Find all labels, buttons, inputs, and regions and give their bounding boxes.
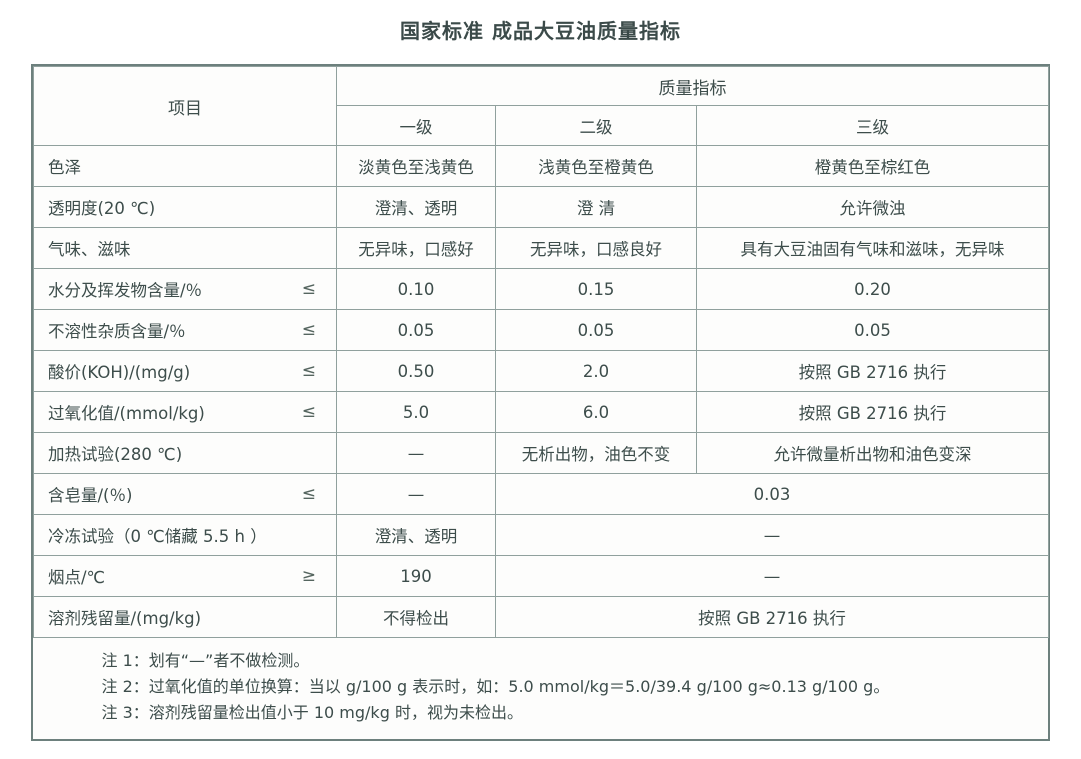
table-row: 烟点/℃ ≥190— bbox=[33, 555, 1049, 597]
table-row: 色泽 淡黄色至浅黄色 浅黄色至橙黄色 橙黄色至棕红色 bbox=[33, 145, 1049, 187]
header-row-grades: 一级 二级 三级 bbox=[34, 105, 1049, 146]
row-value-grade-1: — bbox=[336, 432, 496, 474]
row-value-grade-3: 橙黄色至棕红色 bbox=[696, 145, 1049, 187]
row-value-grade-2-3-merged: — bbox=[495, 555, 1049, 597]
row-value-grade-1: 不得检出 bbox=[336, 596, 496, 638]
row-item-cell: 不溶性杂质含量/％ ≤ bbox=[33, 309, 337, 351]
row-item-cell: 烟点/℃ ≥ bbox=[33, 555, 337, 597]
row-item-label: 气味、滋味 bbox=[48, 240, 131, 259]
row-value-grade-2: 无异味，口感良好 bbox=[495, 227, 697, 269]
row-value-grade-3: 允许微浊 bbox=[696, 186, 1049, 228]
row-operator: ≤ bbox=[301, 402, 316, 422]
note-1: 注 1：划有“—”者不做检测。 bbox=[101, 651, 310, 670]
notes-list: 注 1：划有“—”者不做检测。注 2：过氧化值的单位换算：当以 g/100 g … bbox=[34, 638, 1049, 739]
table-row: 透明度(20 ℃) 澄清、透明澄 清允许微浊 bbox=[33, 186, 1049, 228]
row-operator: ≤ bbox=[301, 279, 316, 299]
header-grade-2: 二级 bbox=[495, 105, 697, 146]
row-item-label: 溶剂残留量/(mg/kg) bbox=[48, 609, 202, 628]
header-grade-1: 一级 bbox=[336, 105, 496, 146]
row-value-grade-1: 0.10 bbox=[336, 268, 496, 310]
row-item-label: 不溶性杂质含量/％ bbox=[48, 322, 186, 341]
row-item-cell: 冷冻试验（0 ℃储藏 5.5 h ） bbox=[33, 514, 337, 556]
row-item-cell: 色泽 bbox=[33, 145, 337, 187]
table-header: 项目 质量指标 一级 二级 三级 bbox=[33, 66, 1049, 146]
row-value-grade-3: 允许微量析出物和油色变深 bbox=[696, 432, 1049, 474]
row-item-label: 酸价(KOH)/(mg/g) bbox=[48, 363, 191, 382]
row-value-grade-1: 5.0 bbox=[336, 391, 496, 433]
table-body: 色泽 淡黄色至浅黄色 浅黄色至橙黄色 橙黄色至棕红色 透明度(20 ℃) 澄清、透明澄 清… bbox=[33, 145, 1049, 638]
header-grade-3: 三级 bbox=[696, 105, 1049, 146]
row-item-cell: 透明度(20 ℃) bbox=[33, 186, 337, 228]
table-row: 过氧化值/(mmol/kg) ≤5.0 6.0 按照 GB 2716 执行 bbox=[33, 391, 1049, 433]
table-footnotes: 注 1：划有“—”者不做检测。注 2：过氧化值的单位换算：当以 g/100 g … bbox=[33, 636, 1049, 739]
table-row: 溶剂残留量/(mg/kg) 不得检出 按照 GB 2716 执行 bbox=[33, 596, 1049, 638]
row-value-grade-2-3-merged: 0.03 bbox=[495, 473, 1049, 515]
row-item-label: 冷冻试验（0 ℃储藏 5.5 h ） bbox=[48, 527, 267, 546]
row-item-cell: 水分及挥发物含量/％ ≤ bbox=[33, 268, 337, 310]
row-item-label: 色泽 bbox=[48, 158, 81, 177]
quality-table-container: 项目 质量指标 一级 二级 三级 色泽 淡黄色至浅黄色 浅黄色至橙黄色 橙黄色至棕红色… bbox=[31, 64, 1050, 741]
page-title: 国家标准 成品大豆油质量指标 bbox=[400, 19, 681, 43]
row-value-grade-1: 无异味，口感好 bbox=[336, 227, 496, 269]
table-row: 不溶性杂质含量/％ ≤0.05 0.05 0.05 bbox=[33, 309, 1049, 351]
row-operator: ≤ bbox=[301, 320, 316, 340]
note-3: 注 3：溶剂残留量检出值小于 10 mg/kg 时，视为未检出。 bbox=[101, 702, 523, 722]
row-value-grade-3: 具有大豆油固有气味和滋味，无异味 bbox=[696, 227, 1049, 269]
table-row: 气味、滋味 无异味，口感好 无异味，口感良好 具有大豆油固有气味和滋味，无异味 bbox=[33, 227, 1049, 269]
row-item-label: 过氧化值/(mmol/kg) bbox=[48, 404, 205, 423]
table-row: 含皂量/(％) ≤ —0.03 bbox=[33, 473, 1049, 515]
row-value-grade-1: 淡黄色至浅黄色 bbox=[336, 145, 496, 187]
row-value-grade-1: 澄清、透明 bbox=[336, 514, 496, 556]
row-operator: ≥ bbox=[301, 566, 316, 586]
table-row: 冷冻试验（0 ℃储藏 5.5 h ） 澄清、透明 — bbox=[33, 514, 1049, 556]
row-value-grade-3: 0.20 bbox=[696, 268, 1049, 310]
row-item-cell: 气味、滋味 bbox=[33, 227, 337, 269]
row-value-grade-2: 0.05 bbox=[495, 309, 697, 351]
row-item-cell: 溶剂残留量/(mg/kg) bbox=[33, 596, 337, 638]
row-value-grade-2: 6.0 bbox=[495, 391, 697, 433]
row-value-grade-1: 澄清、透明 bbox=[336, 186, 496, 228]
row-value-grade-2-3-merged: — bbox=[495, 514, 1049, 556]
footnotes-row: 注 1：划有“—”者不做检测。注 2：过氧化值的单位换算：当以 g/100 g … bbox=[33, 636, 1049, 739]
row-value-grade-2: 无析出物，油色不变 bbox=[495, 432, 697, 474]
row-operator: ≤ bbox=[301, 484, 316, 504]
row-item-label: 烟点/℃ bbox=[48, 568, 106, 587]
row-value-grade-3: 按照 GB 2716 执行 bbox=[696, 350, 1049, 392]
row-value-grade-1: 190 bbox=[336, 555, 496, 597]
row-value-grade-2: 澄 清 bbox=[495, 186, 697, 228]
table-row: 加热试验(280 ℃) — 无析出物，油色不变 允许微量析出物和油色变深 bbox=[33, 432, 1049, 474]
row-value-grade-1: — bbox=[336, 473, 496, 515]
row-value-grade-3: 0.05 bbox=[696, 309, 1049, 351]
row-item-label: 加热试验(280 ℃) bbox=[48, 445, 183, 464]
row-operator: ≤ bbox=[301, 361, 316, 381]
note-2: 注 2：过氧化值的单位换算：当以 g/100 g 表示时，如：5.0 mmol/… bbox=[101, 676, 890, 696]
row-value-grade-3: 按照 GB 2716 执行 bbox=[696, 391, 1049, 433]
row-value-grade-1: 0.05 bbox=[336, 309, 496, 351]
row-value-grade-2-3-merged: 按照 GB 2716 执行 bbox=[495, 596, 1049, 638]
row-item-cell: 酸价(KOH)/(mg/g) ≤ bbox=[33, 350, 337, 392]
row-value-grade-2: 2.0 bbox=[495, 350, 697, 392]
table-row: 酸价(KOH)/(mg/g) ≤0.50 2.0 按照 GB 2716 执行 bbox=[33, 350, 1049, 392]
row-item-cell: 含皂量/(％) ≤ bbox=[33, 473, 337, 515]
row-value-grade-2: 0.15 bbox=[495, 268, 697, 310]
header-item: 项目 bbox=[33, 66, 337, 146]
row-item-label: 含皂量/(％) bbox=[48, 486, 133, 505]
row-item-label: 透明度(20 ℃) bbox=[48, 199, 156, 218]
row-item-cell: 过氧化值/(mmol/kg) ≤ bbox=[33, 391, 337, 433]
header-row-top: 项目 质量指标 bbox=[33, 66, 1049, 146]
table-row: 水分及挥发物含量/％ ≤0.10 0.15 0.20 bbox=[33, 268, 1049, 310]
footnotes-cell: 注 1：划有“—”者不做检测。注 2：过氧化值的单位换算：当以 g/100 g … bbox=[33, 636, 1049, 739]
row-value-grade-2: 浅黄色至橙黄色 bbox=[495, 145, 697, 187]
row-value-grade-1: 0.50 bbox=[336, 350, 496, 392]
row-item-label: 水分及挥发物含量/％ bbox=[48, 281, 203, 300]
row-item-cell: 加热试验(280 ℃) bbox=[33, 432, 337, 474]
quality-indicators-table: 项目 质量指标 一级 二级 三级 色泽 淡黄色至浅黄色 浅黄色至橙黄色 橙黄色至棕红色… bbox=[33, 66, 1049, 739]
header-quality: 质量指标 bbox=[336, 66, 1049, 106]
